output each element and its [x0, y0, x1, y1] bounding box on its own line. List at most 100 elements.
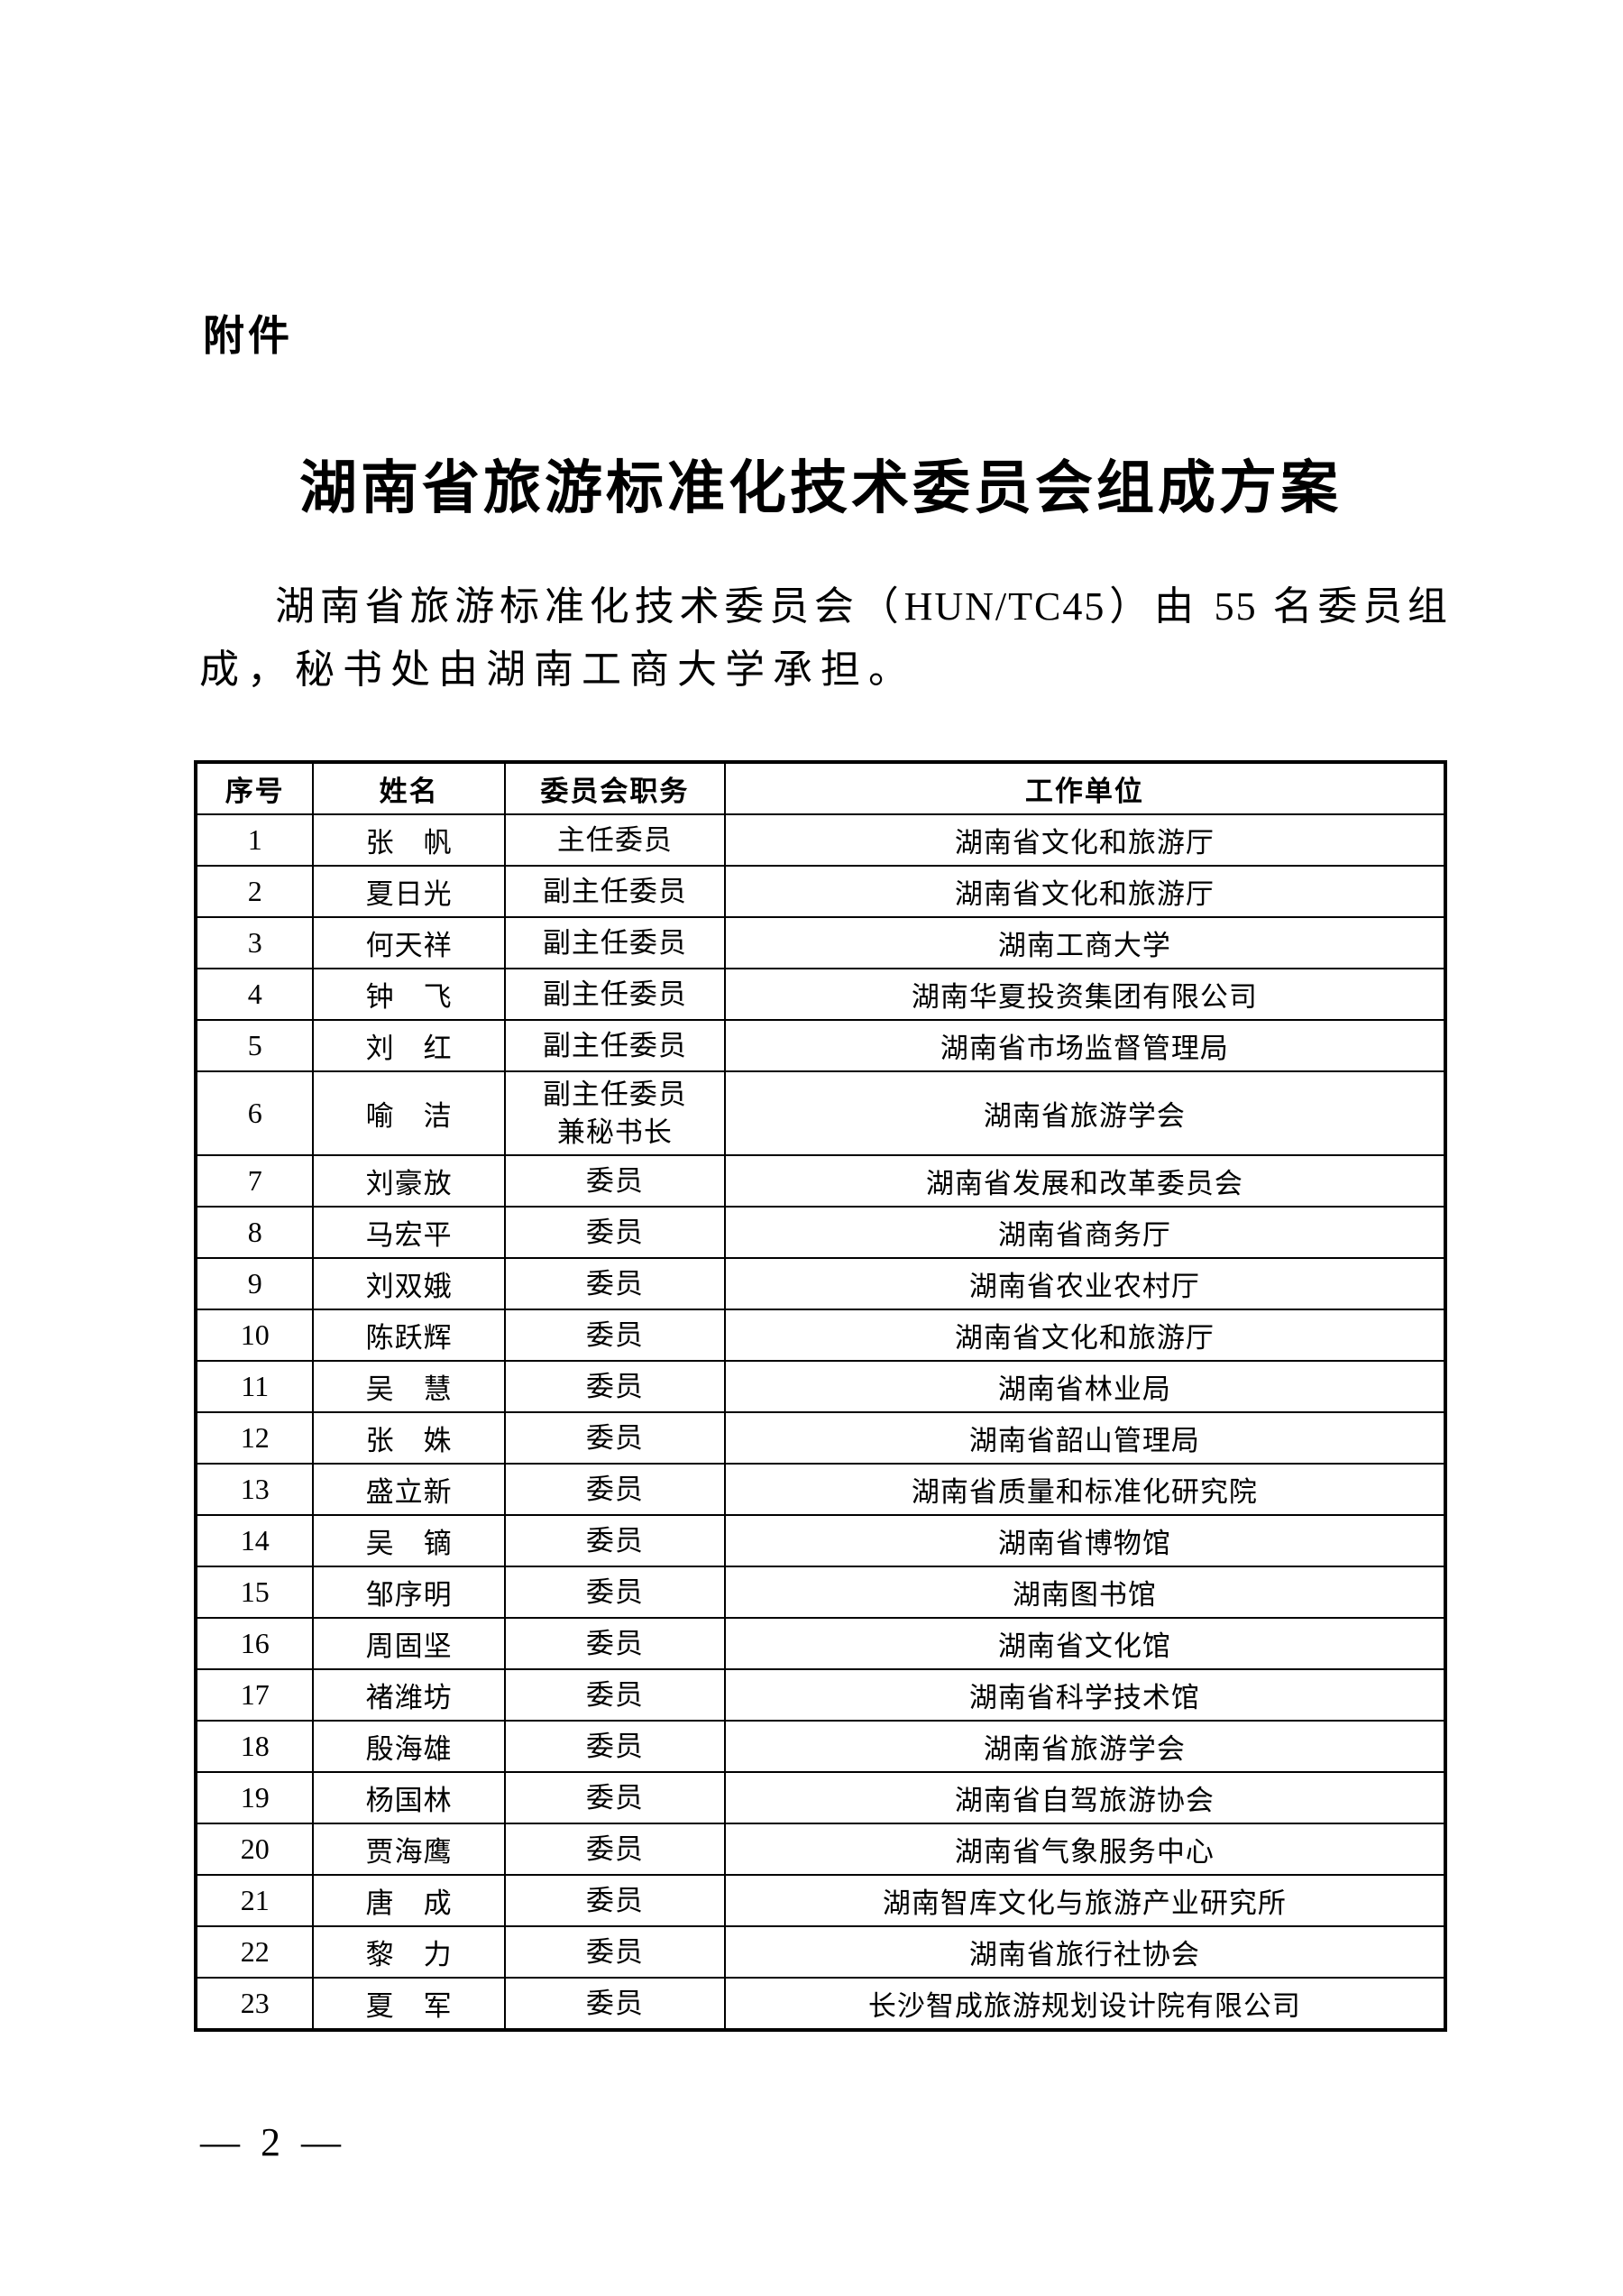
intro-paragraph-line-2: 成，秘书处由湖南工商大学承担。: [199, 647, 916, 692]
cell-member-name: 杨国林: [312, 1771, 506, 1824]
cell-serial-number: 6: [194, 1070, 315, 1156]
table-row: 12 张 姝 委员 湖南省韶山管理局: [194, 1411, 1447, 1465]
page-title: 湖南省旅游标准化技术委员会组成方案: [299, 456, 1342, 520]
cell-committee-position: 委员: [503, 1823, 726, 1876]
cell-serial-number: 11: [194, 1360, 315, 1413]
attachment-label: 附件: [203, 312, 293, 359]
position-line: 副主任委员: [542, 1029, 687, 1061]
cell-committee-position: 副主任委员 兼秘书长: [503, 1070, 726, 1156]
cell-member-name: 吴 镝: [312, 1514, 506, 1567]
cell-serial-number: 22: [194, 1925, 315, 1979]
cell-member-name: 张 帆: [312, 813, 506, 867]
intro-paragraph-line-1: 湖南省旅游标准化技术委员会（HUN/TC45）由 55 名委员组: [275, 584, 1449, 629]
cell-committee-position: 委员: [503, 1514, 726, 1567]
cell-work-unit: 湖南省科学技术馆: [723, 1668, 1447, 1722]
position-line: 委员: [585, 1575, 644, 1608]
cell-committee-position: 委员: [503, 1566, 726, 1619]
cell-work-unit: 湖南图书馆: [723, 1566, 1447, 1619]
table-header-row: 序号 姓名 委员会职务 工作单位: [194, 761, 1447, 815]
cell-work-unit: 湖南省旅游学会: [723, 1720, 1447, 1773]
cell-member-name: 夏 军: [312, 1977, 506, 2031]
cell-serial-number: 19: [194, 1771, 315, 1824]
table-row: 11 吴 慧 委员 湖南省林业局: [194, 1360, 1447, 1413]
cell-work-unit: 湖南省文化馆: [723, 1617, 1447, 1670]
cell-member-name: 夏日光: [312, 865, 506, 918]
cell-serial-number: 7: [194, 1154, 315, 1208]
table-row: 16 周固坚 委员 湖南省文化馆: [194, 1617, 1447, 1670]
position-line: 委员: [585, 1627, 644, 1659]
cell-work-unit: 湖南智库文化与旅游产业研究所: [723, 1874, 1447, 1927]
cell-work-unit: 湖南省旅游学会: [723, 1070, 1447, 1156]
table-row: 7 刘豪放 委员 湖南省发展和改革委员会: [194, 1154, 1447, 1208]
position-line: 委员: [585, 1935, 644, 1968]
cell-member-name: 张 姝: [312, 1411, 506, 1465]
position-line: 副主任委员: [542, 875, 687, 907]
cell-member-name: 刘豪放: [312, 1154, 506, 1208]
position-line: 委员: [585, 1473, 644, 1505]
cell-committee-position: 委员: [503, 1668, 726, 1722]
cell-member-name: 钟 飞: [312, 968, 506, 1021]
cell-work-unit: 湖南省博物馆: [723, 1514, 1447, 1567]
cell-committee-position: 主任委员: [503, 813, 726, 867]
cell-committee-position: 委员: [503, 1411, 726, 1465]
cell-member-name: 吴 慧: [312, 1360, 506, 1413]
cell-work-unit: 湖南省文化和旅游厅: [723, 813, 1447, 867]
table-row: 2 夏日光 副主任委员 湖南省文化和旅游厅: [194, 865, 1447, 918]
cell-member-name: 唐 成: [312, 1874, 506, 1927]
cell-serial-number: 18: [194, 1720, 315, 1773]
cell-work-unit: 湖南省文化和旅游厅: [723, 1309, 1447, 1362]
cell-work-unit: 湖南工商大学: [723, 916, 1447, 969]
cell-work-unit: 湖南省气象服务中心: [723, 1823, 1447, 1876]
cell-work-unit: 湖南华夏投资集团有限公司: [723, 968, 1447, 1021]
position-line: 副主任委员: [542, 978, 687, 1010]
cell-committee-position: 委员: [503, 1257, 726, 1310]
cell-committee-position: 副主任委员: [503, 865, 726, 918]
cell-member-name: 盛立新: [312, 1463, 506, 1516]
cell-serial-number: 20: [194, 1823, 315, 1876]
table-header: 序号 姓名 委员会职务 工作单位: [194, 761, 1447, 815]
table-row: 18 殷海雄 委员 湖南省旅游学会: [194, 1720, 1447, 1773]
cell-member-name: 陈跃辉: [312, 1309, 506, 1362]
table-row: 15 邹序明 委员 湖南图书馆: [194, 1566, 1447, 1619]
table-row: 8 马宏平 委员 湖南省商务厅: [194, 1206, 1447, 1259]
cell-member-name: 刘双娥: [312, 1257, 506, 1310]
table-row: 13 盛立新 委员 湖南省质量和标准化研究院: [194, 1463, 1447, 1516]
position-line: 兼秘书长: [556, 1116, 673, 1148]
cell-serial-number: 15: [194, 1566, 315, 1619]
position-line: 副主任委员: [542, 926, 687, 959]
cell-member-name: 褚潍坊: [312, 1668, 506, 1722]
cell-serial-number: 16: [194, 1617, 315, 1670]
position-line: 委员: [585, 1987, 644, 2019]
page-number: — 2 —: [200, 2120, 346, 2164]
position-line: 委员: [585, 1267, 644, 1300]
position-line: 委员: [585, 1421, 644, 1454]
position-line: 委员: [585, 1730, 644, 1762]
cell-member-name: 邹序明: [312, 1566, 506, 1619]
cell-serial-number: 9: [194, 1257, 315, 1310]
cell-committee-position: 委员: [503, 1720, 726, 1773]
cell-work-unit: 湖南省林业局: [723, 1360, 1447, 1413]
position-line: 委员: [585, 1216, 644, 1248]
cell-serial-number: 4: [194, 968, 315, 1021]
cell-serial-number: 2: [194, 865, 315, 918]
cell-serial-number: 14: [194, 1514, 315, 1567]
cell-work-unit: 湖南省旅行社协会: [723, 1925, 1447, 1979]
cell-work-unit: 湖南省质量和标准化研究院: [723, 1463, 1447, 1516]
cell-committee-position: 副主任委员: [503, 1019, 726, 1072]
cell-committee-position: 委员: [503, 1617, 726, 1670]
cell-work-unit: 湖南省农业农村厅: [723, 1257, 1447, 1310]
cell-committee-position: 委员: [503, 1874, 726, 1927]
cell-committee-position: 委员: [503, 1206, 726, 1259]
header-委员会职务: 委员会职务: [503, 761, 726, 815]
header-序号: 序号: [194, 761, 315, 815]
cell-committee-position: 委员: [503, 1463, 726, 1516]
cell-serial-number: 8: [194, 1206, 315, 1259]
cell-work-unit: 湖南省发展和改革委员会: [723, 1154, 1447, 1208]
cell-serial-number: 21: [194, 1874, 315, 1927]
table-row: 20 贾海鹰 委员 湖南省气象服务中心: [194, 1823, 1447, 1876]
cell-work-unit: 湖南省商务厅: [723, 1206, 1447, 1259]
cell-work-unit: 湖南省韶山管理局: [723, 1411, 1447, 1465]
cell-member-name: 殷海雄: [312, 1720, 506, 1773]
